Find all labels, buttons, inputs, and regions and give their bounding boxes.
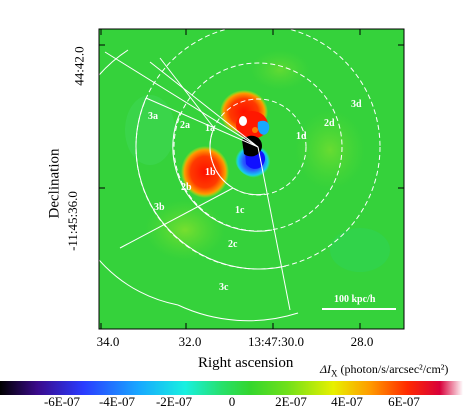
x-tick-0: 34.0 bbox=[96, 334, 120, 349]
y-tick-1: -11:45:36.0 bbox=[64, 191, 80, 251]
region-label-2c: 2c bbox=[228, 239, 238, 250]
scale-bar-label: 100 kpc/h bbox=[334, 294, 376, 305]
region-label-3c: 3c bbox=[219, 282, 229, 293]
colorbar-tick-2: -2E-07 bbox=[155, 394, 193, 409]
x-tick-2: 13:47:30.0 bbox=[248, 334, 304, 349]
colorbar-tick-1: -4E-07 bbox=[98, 394, 136, 409]
colorbar-label-symbol: ΔI bbox=[320, 362, 332, 376]
colorbar-tick-6: 6E-07 bbox=[388, 394, 420, 409]
x-tick-3: 28.0 bbox=[350, 334, 374, 349]
region-label-1b: 1b bbox=[205, 167, 216, 178]
colorbar-tick-4: 2E-07 bbox=[275, 394, 307, 409]
colorbar-label-sub: X bbox=[331, 368, 338, 379]
x-axis-label: Right ascension bbox=[198, 355, 294, 371]
y-tick-0: 44:42.0 bbox=[71, 46, 87, 86]
y-axis-label: Declination bbox=[46, 148, 63, 219]
region-label-1a: 1a bbox=[205, 123, 215, 134]
colorbar-label: ΔIX (photon/s/arcsec²/cm²) bbox=[320, 362, 448, 378]
colorbar-tick-0: -6E-07 bbox=[43, 394, 81, 409]
colorbar-label-units: (photon/s/arcsec²/cm²) bbox=[337, 362, 449, 376]
region-label-2b: 2b bbox=[181, 182, 192, 193]
scale-bar: 100 kpc/h bbox=[322, 294, 396, 310]
colorbar bbox=[0, 381, 463, 395]
x-tick-1: 32.0 bbox=[178, 334, 202, 349]
region-label-3b: 3b bbox=[154, 202, 165, 213]
region-labels: 3a 2a 1a 1d 2d 3d 1b 2b 3b 1c 2c 3c bbox=[148, 99, 362, 293]
region-overlay bbox=[99, 29, 381, 322]
colorbar-tick-3: 0 bbox=[228, 394, 236, 409]
region-label-3d: 3d bbox=[351, 99, 362, 110]
region-label-2d: 2d bbox=[324, 118, 335, 129]
colorbar-tick-5: 4E-07 bbox=[331, 394, 363, 409]
region-label-1c: 1c bbox=[235, 205, 245, 216]
plot-frame bbox=[98, 28, 405, 330]
residual-image bbox=[99, 29, 404, 329]
region-label-1d: 1d bbox=[296, 131, 307, 142]
region-label-2a: 2a bbox=[180, 120, 190, 131]
region-label-3a: 3a bbox=[148, 111, 158, 122]
